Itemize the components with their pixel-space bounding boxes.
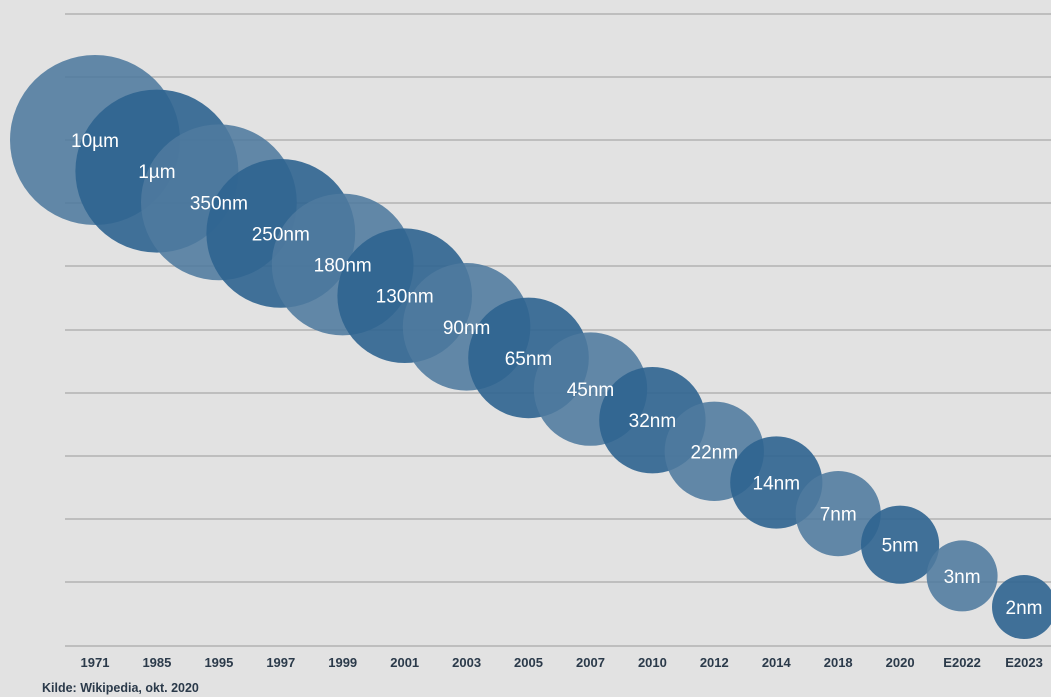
x-tick-label: 1985	[142, 655, 171, 670]
x-tick-label: 2014	[762, 655, 792, 670]
x-tick-label: 1997	[266, 655, 295, 670]
bubble-label: 32nm	[629, 411, 677, 432]
bubble-2020	[861, 505, 940, 584]
x-tick-label: 2007	[576, 655, 605, 670]
bubble-label: 22nm	[691, 442, 739, 463]
x-tick-label: 2001	[390, 655, 419, 670]
x-tick-label: 1999	[328, 655, 357, 670]
bubble-label: 180nm	[314, 256, 372, 277]
bubble-2018	[795, 470, 881, 557]
bubble-label: 2nm	[1006, 598, 1043, 619]
bubble-label: 5nm	[882, 536, 919, 557]
x-tick-label: 2018	[824, 655, 853, 670]
bubble-label: 14nm	[753, 474, 801, 495]
bubble-label: 130nm	[376, 287, 434, 308]
bubble-label: 3nm	[944, 567, 981, 588]
bubble-label: 65nm	[505, 349, 553, 370]
x-tick-label: E2023	[1005, 655, 1043, 670]
bubble-label: 250nm	[252, 224, 310, 245]
x-tick-label: 1971	[81, 655, 110, 670]
bubble-label: 1µm	[138, 162, 175, 183]
bubble-label: 10µm	[71, 131, 119, 152]
x-tick-label: E2022	[943, 655, 981, 670]
x-tick-label: 2005	[514, 655, 543, 670]
bubble-label: 90nm	[443, 318, 491, 339]
x-tick-label: 1995	[204, 655, 233, 670]
x-tick-label: 2012	[700, 655, 729, 670]
source-note: Kilde: Wikipedia, okt. 2020	[42, 681, 199, 695]
x-tick-label: 2020	[886, 655, 915, 670]
x-tick-label: 2010	[638, 655, 667, 670]
bubble-label: 7nm	[820, 505, 857, 526]
bubble-label: 350nm	[190, 193, 248, 214]
x-tick-label: 2003	[452, 655, 481, 670]
bubble-E2023	[992, 575, 1051, 639]
x-axis-ticks: 1971 1985 1995 1997 1999 2001 2003 2005 2007 2010…	[81, 655, 1043, 670]
bubble-label: 45nm	[567, 380, 615, 401]
bubble-E2022	[926, 540, 998, 612]
